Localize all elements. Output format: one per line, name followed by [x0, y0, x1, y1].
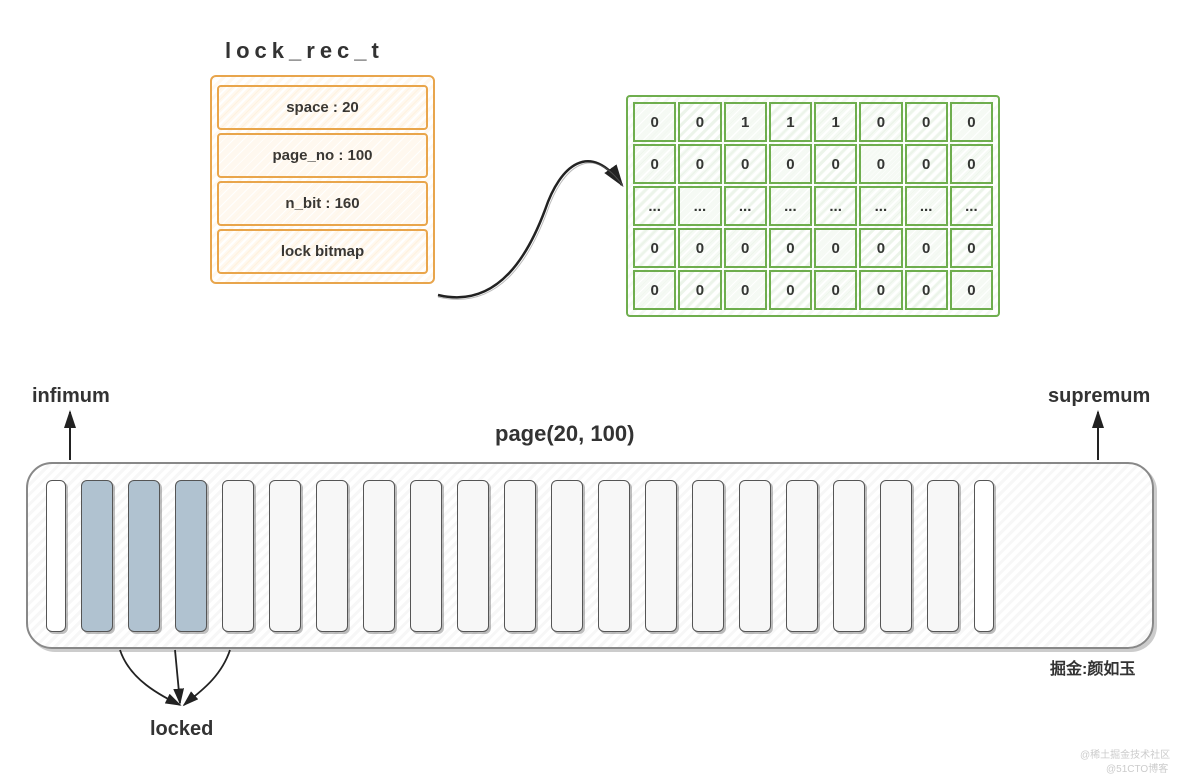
bitmap-cell-2-7: ...: [950, 186, 993, 226]
bitmap-cell-2-4: ...: [814, 186, 857, 226]
infimum-label: infimum: [32, 385, 110, 408]
struct-title: lock_rec_t: [225, 38, 384, 64]
record: [786, 480, 818, 632]
bitmap-cell-2-6: ...: [905, 186, 948, 226]
bitmap-cell-0-4: 1: [814, 102, 857, 142]
bitmap-cell-0-2: 1: [724, 102, 767, 142]
bitmap-cell-3-2: 0: [724, 228, 767, 268]
page-label: page(20, 100): [495, 421, 634, 447]
struct-cell-0: space : 20: [217, 85, 428, 130]
bitmap-cell-1-5: 0: [859, 144, 902, 184]
bitmap-row-4: 00000000: [632, 269, 994, 311]
struct-cell-2: n_bit : 160: [217, 181, 428, 226]
watermark-1: @稀土掘金技术社区: [1080, 746, 1170, 761]
record: [222, 480, 254, 632]
bitmap-cell-4-2: 0: [724, 270, 767, 310]
bitmap-cell-2-0: ...: [633, 186, 676, 226]
credit-label: 掘金:颜如玉: [1050, 655, 1135, 679]
locked-arrows: [0, 0, 1184, 777]
bitmap-cell-0-3: 1: [769, 102, 812, 142]
record: [692, 480, 724, 632]
record: [598, 480, 630, 632]
bitmap-cell-4-3: 0: [769, 270, 812, 310]
bitmap-cell-3-7: 0: [950, 228, 993, 268]
bitmap-row-2: ........................: [632, 185, 994, 227]
bitmap-cell-4-4: 0: [814, 270, 857, 310]
record: [363, 480, 395, 632]
struct-outer: space : 20page_no : 100n_bit : 160lock b…: [210, 75, 435, 284]
bitmap-cell-3-0: 0: [633, 228, 676, 268]
supremum-label: supremum: [1048, 385, 1150, 408]
record: [504, 480, 536, 632]
bitmap-row-1: 00000000: [632, 143, 994, 185]
record: [645, 480, 677, 632]
record: [316, 480, 348, 632]
bitmap-cell-4-7: 0: [950, 270, 993, 310]
bitmap-cell-4-0: 0: [633, 270, 676, 310]
supremum-record: [974, 480, 994, 632]
record: [739, 480, 771, 632]
bitmap-cell-0-1: 0: [678, 102, 721, 142]
bitmap-cell-4-6: 0: [905, 270, 948, 310]
locked-record: [128, 480, 160, 632]
bitmap-cell-0-5: 0: [859, 102, 902, 142]
bitmap-cell-3-3: 0: [769, 228, 812, 268]
record: [833, 480, 865, 632]
page-container: [26, 462, 1154, 649]
bitmap-cell-2-1: ...: [678, 186, 721, 226]
bitmap-cell-3-4: 0: [814, 228, 857, 268]
bitmap-cell-2-3: ...: [769, 186, 812, 226]
bitmap-cell-3-6: 0: [905, 228, 948, 268]
bitmap-cell-0-6: 0: [905, 102, 948, 142]
struct-cell-3: lock bitmap: [217, 229, 428, 274]
bitmap-cell-2-5: ...: [859, 186, 902, 226]
record: [410, 480, 442, 632]
bitmap-row-0: 00111000: [632, 101, 994, 143]
bitmap-cell-4-5: 0: [859, 270, 902, 310]
bitmap-cell-3-5: 0: [859, 228, 902, 268]
lock-bitmap-grid: 0011100000000000........................…: [626, 95, 1000, 317]
record: [880, 480, 912, 632]
bitmap-cell-1-0: 0: [633, 144, 676, 184]
bitmap-cell-1-3: 0: [769, 144, 812, 184]
struct-cell-1: page_no : 100: [217, 133, 428, 178]
watermark-2: @51CTO博客: [1106, 760, 1168, 775]
bitmap-cell-1-1: 0: [678, 144, 721, 184]
locked-record: [175, 480, 207, 632]
locked-record: [81, 480, 113, 632]
bitmap-cell-4-1: 0: [678, 270, 721, 310]
bitmap-row-3: 00000000: [632, 227, 994, 269]
bitmap-cell-2-2: ...: [724, 186, 767, 226]
locked-label: locked: [150, 718, 213, 741]
record: [927, 480, 959, 632]
bitmap-cell-0-7: 0: [950, 102, 993, 142]
record: [457, 480, 489, 632]
bitmap-cell-3-1: 0: [678, 228, 721, 268]
infimum-supremum-arrows: [0, 0, 1184, 777]
bitmap-cell-1-2: 0: [724, 144, 767, 184]
infimum-record: [46, 480, 66, 632]
bitmap-cell-1-6: 0: [905, 144, 948, 184]
bitmap-cell-1-4: 0: [814, 144, 857, 184]
record: [551, 480, 583, 632]
arrow-struct-to-bitmap: [0, 0, 1184, 777]
record: [269, 480, 301, 632]
bitmap-cell-0-0: 0: [633, 102, 676, 142]
lock-rec-struct: space : 20page_no : 100n_bit : 160lock b…: [210, 75, 435, 284]
bitmap-cell-1-7: 0: [950, 144, 993, 184]
bitmap-outer: 0011100000000000........................…: [626, 95, 1000, 317]
